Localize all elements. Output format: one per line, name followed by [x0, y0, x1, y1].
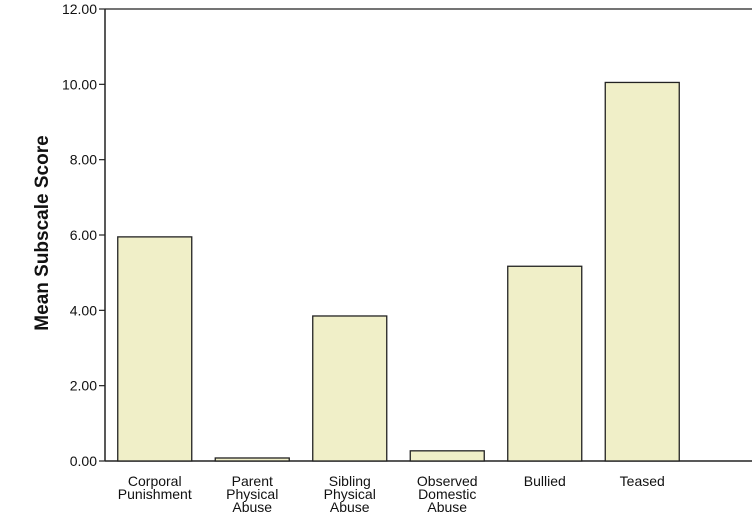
y-tick-label: 2.00 — [70, 378, 97, 394]
y-tick-label: 10.00 — [62, 76, 97, 92]
x-category-label: Bullied — [524, 473, 566, 489]
bar — [604, 81, 680, 462]
bar — [409, 450, 485, 462]
x-category-label: Sibling Physical Abuse — [324, 473, 376, 515]
bar — [214, 457, 290, 462]
x-category-label: Parent Physical Abuse — [226, 473, 278, 515]
x-category-label: Observed Domestic Abuse — [417, 473, 478, 515]
x-category-label: Corporal Punishment — [118, 473, 192, 502]
bar — [117, 236, 193, 462]
y-axis-title: Mean Subscale Score — [32, 135, 53, 330]
y-tick-label: 0.00 — [70, 453, 97, 469]
x-category-label: Teased — [620, 473, 665, 489]
y-tick-label: 12.00 — [62, 1, 97, 17]
y-tick-label: 4.00 — [70, 302, 97, 318]
bar — [312, 315, 388, 462]
y-tick-label: 6.00 — [70, 227, 97, 243]
y-tick-label: 8.00 — [70, 152, 97, 168]
bar — [507, 265, 583, 462]
